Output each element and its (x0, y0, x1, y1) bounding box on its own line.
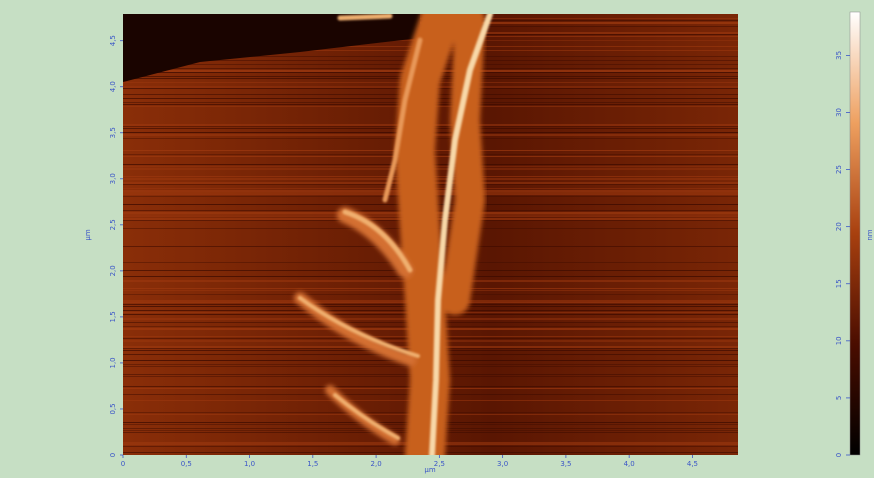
y-tick-label: 4,0 (109, 81, 117, 92)
y-tick-label: 1,5 (109, 311, 117, 322)
colorbar-tick-label: 30 (835, 108, 843, 117)
y-tick-label: 1,0 (109, 357, 117, 368)
x-tick-label: 1,5 (307, 460, 318, 468)
colorbar-label: nm (866, 229, 874, 240)
y-tick-label: 4,5 (109, 35, 117, 46)
y-tick-label: 0,5 (109, 403, 117, 414)
chart: µm µm nm 00,51,01,52,02,53,03,54,04,500,… (0, 0, 874, 478)
x-tick-label: 3,5 (560, 460, 571, 468)
x-tick-label: 2,0 (371, 460, 382, 468)
colorbar-tick-label: 10 (835, 336, 843, 345)
colorbar-tick-label: 35 (835, 51, 843, 60)
y-tick-label: 3,5 (109, 127, 117, 138)
colorbar-tick-label: 0 (835, 453, 843, 457)
colorbar-tick-label: 25 (835, 165, 843, 174)
x-tick-label: 3,0 (497, 460, 508, 468)
afm-image (123, 14, 738, 455)
y-axis-label: µm (84, 229, 92, 240)
x-tick-label: 0,5 (181, 460, 192, 468)
colorbar-tick-label: 5 (835, 396, 843, 400)
x-tick-label: 4,0 (624, 460, 635, 468)
colorbar-tick-label: 20 (835, 222, 843, 231)
y-tick-label: 2,5 (109, 219, 117, 230)
x-tick-label: 1,0 (244, 460, 255, 468)
x-tick-label: 4,5 (687, 460, 698, 468)
y-tick-label: 0 (109, 453, 117, 457)
x-tick-label: 2,5 (434, 460, 445, 468)
x-tick-label: 0 (121, 460, 125, 468)
colorbar (850, 12, 860, 455)
y-tick-label: 3,0 (109, 173, 117, 184)
y-tick-label: 2,0 (109, 265, 117, 276)
colorbar-tick-label: 15 (835, 279, 843, 288)
